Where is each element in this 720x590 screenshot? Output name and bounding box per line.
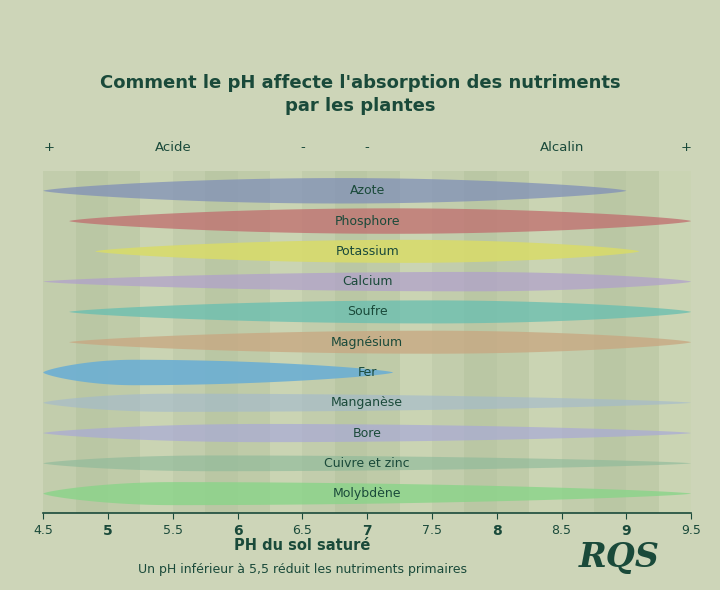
Polygon shape <box>43 360 393 385</box>
Text: Magnésium: Magnésium <box>331 336 403 349</box>
Text: Manganèse: Manganèse <box>331 396 403 409</box>
Text: Phosphore: Phosphore <box>335 215 400 228</box>
Text: Cuivre et zinc: Cuivre et zinc <box>325 457 410 470</box>
Bar <box>626 171 691 513</box>
Bar <box>562 171 626 513</box>
Bar <box>108 171 173 513</box>
Polygon shape <box>69 330 691 354</box>
Text: RQS: RQS <box>579 541 660 574</box>
Bar <box>464 171 529 513</box>
Text: Alcalin: Alcalin <box>539 141 584 154</box>
Text: Bore: Bore <box>353 427 382 440</box>
Text: -: - <box>365 141 369 154</box>
Bar <box>238 171 302 513</box>
Bar <box>302 171 367 513</box>
Text: Soufre: Soufre <box>347 306 387 319</box>
Polygon shape <box>69 208 691 234</box>
Text: PH du sol saturé: PH du sol saturé <box>234 538 371 553</box>
Polygon shape <box>95 240 639 263</box>
Text: -: - <box>300 141 305 154</box>
Bar <box>497 171 562 513</box>
Bar <box>76 171 140 513</box>
Polygon shape <box>43 394 691 412</box>
Text: Un pH inférieur à 5,5 réduit les nutriments primaires: Un pH inférieur à 5,5 réduit les nutrime… <box>138 563 467 576</box>
Bar <box>432 171 497 513</box>
Polygon shape <box>43 424 691 442</box>
Bar <box>43 171 108 513</box>
Text: Molybdène: Molybdène <box>333 487 402 500</box>
Polygon shape <box>43 455 691 471</box>
Text: Potassium: Potassium <box>336 245 399 258</box>
Polygon shape <box>69 300 691 323</box>
Text: Fer: Fer <box>358 366 377 379</box>
Polygon shape <box>43 178 626 204</box>
Polygon shape <box>43 482 691 505</box>
Text: Calcium: Calcium <box>342 275 392 288</box>
Text: +: + <box>680 141 691 154</box>
Bar <box>594 171 659 513</box>
Text: Comment le pH affecte l'absorption des nutriments
par les plantes: Comment le pH affecte l'absorption des n… <box>99 74 621 115</box>
Text: Azote: Azote <box>350 184 384 197</box>
Text: Acide: Acide <box>154 141 192 154</box>
Bar <box>367 171 432 513</box>
Bar <box>205 171 270 513</box>
Bar <box>335 171 400 513</box>
Polygon shape <box>43 272 691 291</box>
Text: +: + <box>43 141 54 154</box>
Bar <box>173 171 238 513</box>
